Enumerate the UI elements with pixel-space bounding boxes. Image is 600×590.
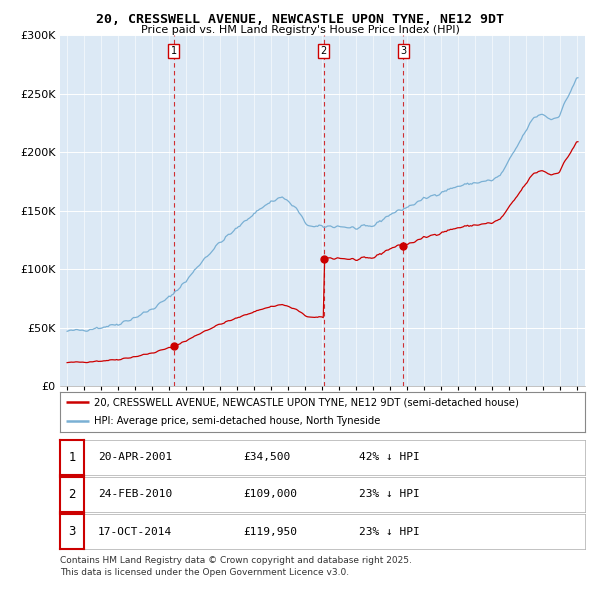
Text: 17-OCT-2014: 17-OCT-2014 (98, 527, 172, 536)
Text: 1: 1 (68, 451, 76, 464)
Text: 24-FEB-2010: 24-FEB-2010 (98, 490, 172, 499)
Text: 42% ↓ HPI: 42% ↓ HPI (359, 453, 420, 462)
Text: 20, CRESSWELL AVENUE, NEWCASTLE UPON TYNE, NE12 9DT: 20, CRESSWELL AVENUE, NEWCASTLE UPON TYN… (96, 13, 504, 26)
Text: £119,950: £119,950 (244, 527, 298, 536)
Text: 23% ↓ HPI: 23% ↓ HPI (359, 490, 420, 499)
Text: 23% ↓ HPI: 23% ↓ HPI (359, 527, 420, 536)
Text: 3: 3 (68, 525, 76, 538)
Text: 20, CRESSWELL AVENUE, NEWCASTLE UPON TYNE, NE12 9DT (semi-detached house): 20, CRESSWELL AVENUE, NEWCASTLE UPON TYN… (94, 397, 519, 407)
Text: Price paid vs. HM Land Registry's House Price Index (HPI): Price paid vs. HM Land Registry's House … (140, 25, 460, 35)
Text: 20-APR-2001: 20-APR-2001 (98, 453, 172, 462)
Text: Contains HM Land Registry data © Crown copyright and database right 2025.
This d: Contains HM Land Registry data © Crown c… (60, 556, 412, 577)
Text: HPI: Average price, semi-detached house, North Tyneside: HPI: Average price, semi-detached house,… (94, 417, 380, 427)
Text: £34,500: £34,500 (244, 453, 291, 462)
Text: £109,000: £109,000 (244, 490, 298, 499)
Text: 2: 2 (321, 46, 327, 56)
Text: 3: 3 (400, 46, 406, 56)
Text: 1: 1 (171, 46, 177, 56)
Text: 2: 2 (68, 488, 76, 501)
